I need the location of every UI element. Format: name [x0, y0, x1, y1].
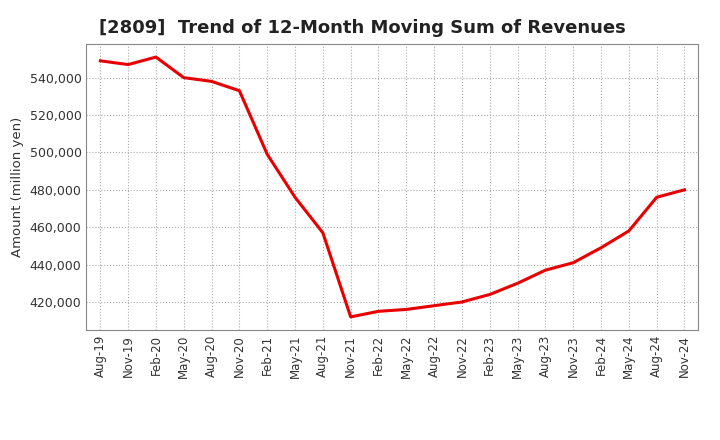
Y-axis label: Amount (million yen): Amount (million yen) [11, 117, 24, 257]
Text: [2809]  Trend of 12-Month Moving Sum of Revenues: [2809] Trend of 12-Month Moving Sum of R… [99, 19, 626, 37]
